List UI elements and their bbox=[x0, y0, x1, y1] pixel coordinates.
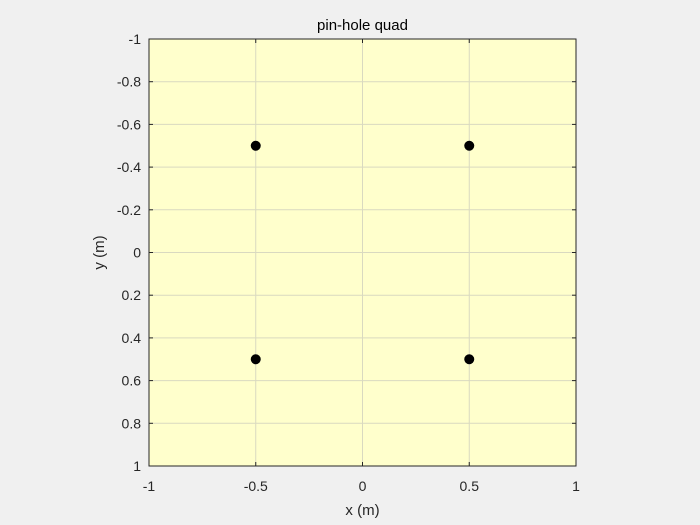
y-tick-label: 1 bbox=[133, 458, 141, 474]
x-axis-label: x (m) bbox=[345, 502, 379, 519]
y-tick-label: -0.8 bbox=[117, 74, 141, 90]
data-points bbox=[250, 140, 475, 365]
ticks bbox=[148, 38, 577, 467]
x-tick-label: -1 bbox=[143, 478, 156, 494]
data-point bbox=[250, 140, 261, 151]
y-tick-label: 0.4 bbox=[122, 330, 142, 346]
data-point bbox=[464, 140, 475, 151]
x-tick-label: -0.5 bbox=[244, 478, 268, 494]
y-tick-label: 0 bbox=[133, 245, 141, 261]
y-tick-label: 0.8 bbox=[122, 415, 142, 431]
y-tick-label: 0.6 bbox=[122, 373, 142, 389]
y-tick-label: -0.4 bbox=[117, 159, 141, 175]
y-tick-label: -1 bbox=[129, 31, 142, 47]
x-tick-label: 0 bbox=[359, 478, 367, 494]
chart-title: pin-hole quad bbox=[317, 17, 408, 34]
x-tick-label: 0.5 bbox=[460, 478, 480, 494]
x-tick-label: 1 bbox=[572, 478, 580, 494]
y-tick-label: 0.2 bbox=[122, 287, 142, 303]
data-point bbox=[464, 354, 475, 365]
y-tick-label: -0.2 bbox=[117, 202, 141, 218]
grid-lines bbox=[148, 38, 577, 467]
y-axis-label: y (m) bbox=[91, 235, 108, 269]
y-tick-label: -0.6 bbox=[117, 116, 141, 132]
tick-labels: -1 -0.5 0 0.5 1-1-0.8-0.6-0.4-0.200.20.40.60… bbox=[117, 31, 580, 494]
data-point bbox=[250, 354, 261, 365]
